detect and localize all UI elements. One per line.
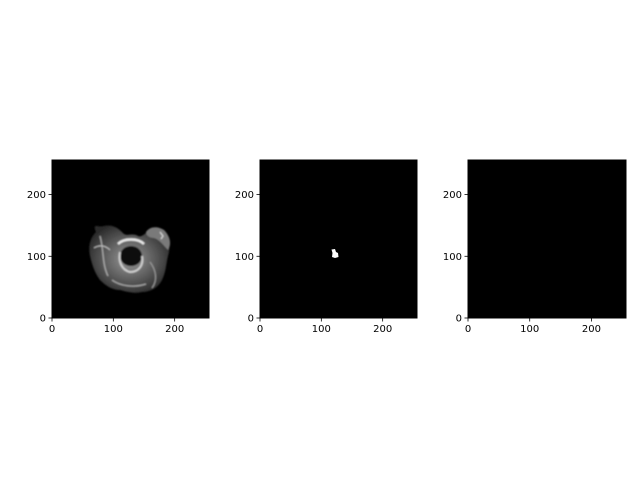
x-tick-label: 100 bbox=[520, 324, 539, 335]
x-tick-label: 0 bbox=[465, 324, 471, 335]
brain-image bbox=[89, 225, 171, 293]
y-tick-label: 200 bbox=[443, 190, 462, 201]
x-tick-label: 0 bbox=[49, 324, 55, 335]
x-tick-label: 200 bbox=[582, 324, 601, 335]
panel-mri-slice: 0 100 200 0 100 200 bbox=[27, 159, 210, 335]
x-tick-label: 200 bbox=[373, 324, 392, 335]
y-tick-label: 100 bbox=[27, 252, 46, 263]
image-area bbox=[468, 160, 626, 318]
y-tick-label: 0 bbox=[456, 314, 462, 325]
y-tick-label: 200 bbox=[235, 190, 254, 201]
mask-blob bbox=[331, 249, 339, 258]
y-tick-label: 100 bbox=[235, 252, 254, 263]
axis-frame: 0 100 200 0 100 200 bbox=[27, 159, 210, 335]
y-tick-label: 100 bbox=[443, 252, 462, 263]
axes-border bbox=[259, 159, 418, 319]
panel-empty-mask: 0 100 200 0 100 200 bbox=[443, 159, 627, 335]
y-tick-label: 0 bbox=[248, 314, 254, 325]
axis-frame: 0 100 200 0 100 200 bbox=[235, 159, 418, 335]
image-area bbox=[260, 160, 417, 318]
x-tick-label: 0 bbox=[257, 324, 263, 335]
axes-border bbox=[51, 159, 210, 319]
x-tick-label: 200 bbox=[165, 324, 184, 335]
x-tick-label: 100 bbox=[104, 324, 123, 335]
panel-tumor-mask: 0 100 200 0 100 200 bbox=[235, 159, 418, 335]
axes-border bbox=[467, 159, 627, 319]
y-tick-label: 0 bbox=[40, 314, 46, 325]
x-tick-label: 100 bbox=[312, 324, 331, 335]
y-tick-label: 200 bbox=[27, 190, 46, 201]
axis-frame: 0 100 200 0 100 200 bbox=[443, 159, 627, 335]
